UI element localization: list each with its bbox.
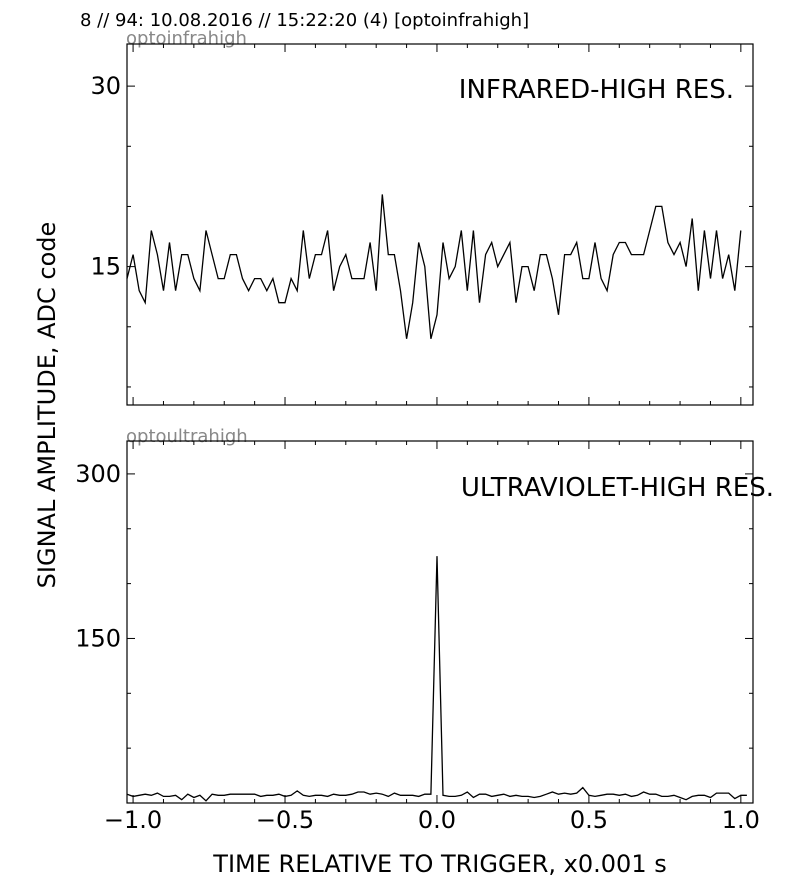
x-tick-label: 0.5: [570, 806, 608, 834]
ticks: [127, 44, 753, 405]
x-tick-label: −0.5: [256, 806, 314, 834]
ticks: [127, 441, 753, 803]
panel-ultraviolet: optoultrahigh ULTRAVIOLET-HIGH RES. 150 3…: [75, 426, 774, 804]
figure-title: 8 // 94: 10.08.2016 // 15:22:20 (4) [opt…: [80, 10, 529, 31]
y-tick-labels: 150 300: [75, 460, 121, 653]
x-tick-label: −1.0: [104, 806, 162, 834]
x-tick-label: 0.0: [418, 806, 456, 834]
plot-frame: [126, 440, 754, 804]
y-tick-label: 15: [90, 253, 121, 281]
panel-label: INFRARED-HIGH RES.: [459, 75, 734, 105]
x-axis-label: TIME RELATIVE TO TRIGGER, x0.001 s: [212, 850, 666, 878]
y-axis-label: SIGNAL AMPLITUDE, ADC code: [33, 222, 61, 589]
x-tick-labels: −1.0 −0.5 0.0 0.5 1.0: [104, 806, 760, 834]
panel-tag: optoultrahigh: [126, 426, 248, 447]
panel-label: ULTRAVIOLET-HIGH RES.: [461, 473, 774, 503]
x-tick-label: 1.0: [722, 806, 760, 834]
plot-frame: [126, 43, 754, 406]
panel-tag: optoinfrahigh: [126, 28, 247, 49]
series-line: [126, 556, 747, 802]
y-tick-label: 300: [75, 460, 121, 488]
y-tick-label: 150: [75, 624, 121, 652]
series-line: [126, 194, 742, 339]
y-tick-label: 30: [90, 72, 121, 100]
